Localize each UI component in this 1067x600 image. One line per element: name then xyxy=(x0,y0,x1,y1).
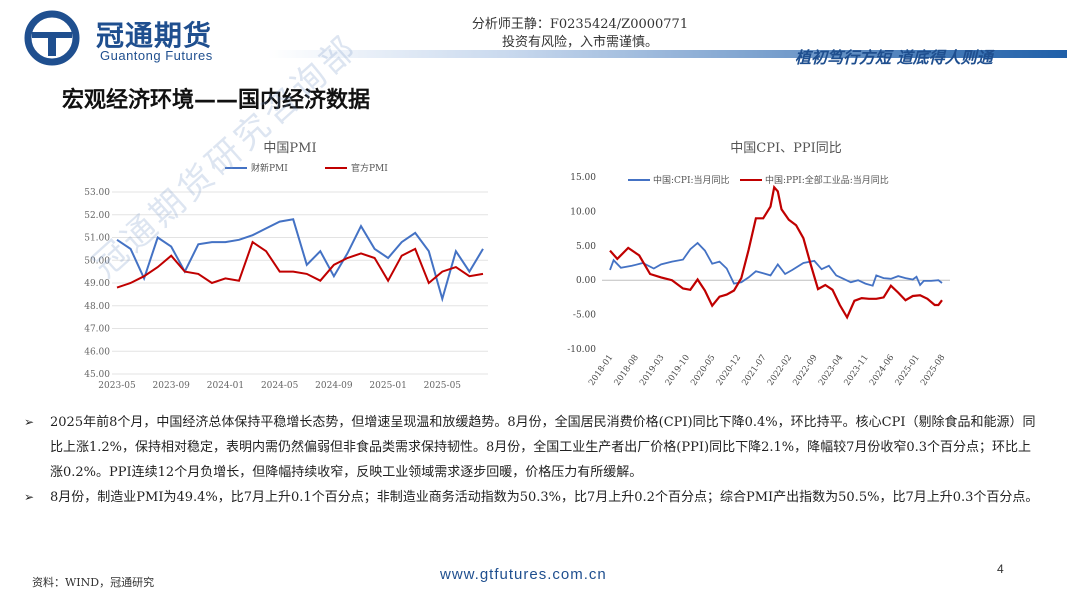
y-tick-label: 48.00 xyxy=(84,302,110,312)
x-tick-label: 2025-01 xyxy=(893,353,921,388)
y-tick-label: 52.00 xyxy=(84,211,110,221)
slogan: 植初笃行方短 道底得人则通 xyxy=(795,48,993,67)
company-logo xyxy=(18,10,268,66)
y-tick-label: 45.00 xyxy=(84,370,110,380)
series-line xyxy=(116,240,484,289)
x-tick-label: 2020-12 xyxy=(715,353,743,388)
bullet-arrow-icon: ➢ xyxy=(24,415,35,429)
x-tick-label: 2018-08 xyxy=(613,353,641,388)
x-tick-label: 2022-09 xyxy=(791,353,819,388)
series-line xyxy=(609,184,943,320)
analyst-line: 分析师王静：F0235424/Z0000771 xyxy=(471,17,689,32)
bullet-text: 8月份，制造业PMI为49.4%，比7月上升0.1个百分点；非制造业商务活动指数… xyxy=(50,490,1039,505)
x-tick-label: 2022-02 xyxy=(766,353,794,388)
x-tick-label: 2019-10 xyxy=(664,353,692,388)
bullet-text: 2025年前8个月，中国经济总体保持平稳增长态势，但增速呈现温和放缓趋势。8月份… xyxy=(50,415,1036,480)
y-tick-label: 50.00 xyxy=(84,256,110,266)
x-tick-label: 2025-01 xyxy=(369,381,406,391)
y-tick-label: 53.00 xyxy=(84,188,110,198)
series-line xyxy=(609,241,943,287)
y-tick-label: 51.00 xyxy=(84,234,110,244)
y-tick-label: 10.00 xyxy=(570,207,596,217)
legend-label: 官方PMI xyxy=(351,162,388,174)
legend-label: 中国:CPI:当月同比 xyxy=(653,174,730,186)
x-tick-label: 2024-01 xyxy=(207,381,244,391)
logo-text: 冠通期货 xyxy=(96,19,213,52)
x-tick-label: 2024-05 xyxy=(261,381,299,391)
y-tick-label: 15.00 xyxy=(570,173,596,183)
x-tick-label: 2025-08 xyxy=(919,353,947,388)
y-tick-label: -10.00 xyxy=(567,345,596,355)
y-tick-label: 49.00 xyxy=(84,279,110,289)
source-note: 资料：WIND，冠通研究 xyxy=(32,576,155,589)
website-link[interactable]: www.gtfutures.com.cn xyxy=(440,566,607,583)
x-tick-label: 2024-09 xyxy=(315,381,353,391)
chart-title: 中国PMI xyxy=(263,141,316,156)
y-tick-label: -5.00 xyxy=(573,311,596,321)
x-tick-label: 2023-11 xyxy=(842,353,870,388)
commentary: ➢ 2025年前8个月，中国经济总体保持平稳增长态势，但增速呈现温和放缓趋势。8… xyxy=(24,410,1044,510)
x-tick-label: 2023-04 xyxy=(817,353,845,388)
pmi-chart: 中国PMI 财新PMI 官方PMI 53.00 52.00 51.00 50.00 49.00… xyxy=(84,141,488,391)
x-tick-label: 2018-01 xyxy=(587,353,615,388)
logo-mark-icon xyxy=(24,10,80,66)
x-tick-label: 2019-03 xyxy=(638,353,666,388)
bullet-arrow-icon: ➢ xyxy=(24,490,35,504)
legend-label: 中国:PPI:全部工业品:当月同比 xyxy=(765,174,889,186)
chart-title: 中国CPI、PPI同比 xyxy=(730,141,841,156)
series-line xyxy=(116,218,484,303)
logo-subtitle: Guantong Futures xyxy=(100,48,213,63)
x-tick-label: 2023-09 xyxy=(153,381,191,391)
legend-label: 财新PMI xyxy=(251,162,288,174)
x-tick-label: 2021-07 xyxy=(740,353,768,388)
analyst-info: 分析师王静：F0235424/Z0000771 投资有风险，入市需谨慎。 xyxy=(420,16,740,52)
y-tick-label: 47.00 xyxy=(84,325,110,335)
x-tick-label: 2023-05 xyxy=(98,381,136,391)
x-tick-label: 2024-06 xyxy=(868,353,896,388)
y-tick-label: 5.00 xyxy=(576,242,596,252)
header-bar xyxy=(268,50,1067,58)
y-tick-label: 0.00 xyxy=(576,276,596,286)
page-number: 4 xyxy=(997,562,1004,576)
risk-warning: 投资有风险，入市需谨慎。 xyxy=(501,35,658,50)
page-title: 宏观经济环境——国内经济数据 xyxy=(62,88,371,113)
y-tick-label: 46.00 xyxy=(84,347,110,357)
bullet-item: ➢ 2025年前8个月，中国经济总体保持平稳增长态势，但增速呈现温和放缓趋势。8… xyxy=(24,410,1044,485)
bullet-item: ➢ 8月份，制造业PMI为49.4%，比7月上升0.1个百分点；非制造业商务活动… xyxy=(24,485,1044,510)
x-tick-label: 2025-05 xyxy=(424,381,462,391)
x-tick-label: 2020-05 xyxy=(689,353,717,388)
